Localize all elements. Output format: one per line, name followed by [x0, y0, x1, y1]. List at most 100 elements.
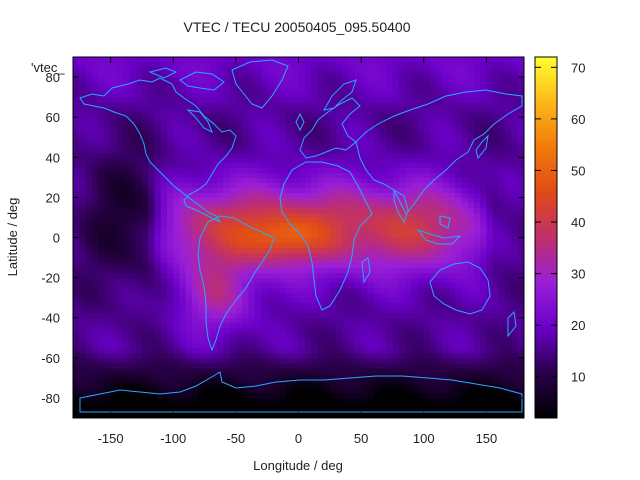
heatmap-cell — [480, 232, 488, 239]
heatmap-cell — [304, 392, 312, 399]
heatmap-cell — [379, 262, 387, 269]
heatmap-cell — [185, 322, 193, 329]
heatmap-cell — [298, 147, 306, 153]
heatmap-cell — [392, 217, 400, 224]
heatmap-cell — [461, 277, 469, 284]
heatmap-cell — [129, 247, 137, 254]
heatmap-cell — [129, 287, 137, 294]
heatmap-cell — [423, 272, 431, 279]
heatmap-cell — [198, 387, 206, 394]
heatmap-cell — [129, 347, 137, 354]
heatmap-cell — [204, 247, 212, 254]
heatmap-cell — [329, 267, 337, 274]
heatmap-cell — [417, 257, 425, 264]
heatmap-cell — [392, 377, 400, 384]
heatmap-cell — [242, 112, 249, 118]
heatmap-cell — [116, 232, 124, 239]
heatmap-cell — [379, 322, 387, 329]
heatmap-cell — [354, 172, 362, 178]
heatmap-cell — [210, 112, 218, 118]
heatmap-cell — [110, 107, 118, 113]
heatmap-cell — [179, 72, 187, 78]
heatmap-cell — [329, 147, 337, 153]
heatmap-cell — [461, 402, 469, 409]
heatmap-cell — [473, 362, 481, 369]
heatmap-cell — [292, 237, 300, 244]
heatmap-cell — [480, 342, 488, 349]
heatmap-cell — [473, 192, 481, 198]
heatmap-cell — [348, 362, 356, 369]
heatmap-cell — [267, 337, 275, 344]
heatmap-cell — [285, 197, 293, 203]
heatmap-cell — [210, 242, 218, 249]
heatmap-cell — [123, 367, 130, 374]
heatmap-cell — [329, 302, 337, 309]
heatmap-cell — [336, 77, 343, 83]
heatmap-cell — [267, 237, 275, 244]
heatmap-cell — [467, 112, 475, 118]
heatmap-cell — [73, 327, 80, 334]
heatmap-cell — [442, 72, 450, 78]
heatmap-cell — [317, 147, 325, 153]
heatmap-cell — [423, 242, 431, 249]
heatmap-cell — [160, 312, 168, 319]
heatmap-cell — [304, 272, 312, 279]
heatmap-cell — [141, 62, 149, 68]
heatmap-cell — [104, 287, 112, 294]
heatmap-cell — [267, 322, 275, 329]
heatmap-cell — [342, 272, 350, 279]
heatmap-cell — [73, 352, 80, 359]
heatmap-cell — [342, 297, 350, 304]
heatmap-cell — [392, 177, 400, 183]
heatmap-cell — [492, 332, 500, 339]
heatmap-cell — [166, 297, 174, 304]
heatmap-cell — [179, 137, 187, 143]
heatmap-cell — [223, 202, 231, 209]
heatmap-cell — [273, 302, 281, 309]
heatmap-cell — [285, 292, 293, 299]
heatmap-cell — [430, 357, 437, 364]
heatmap-cell — [223, 127, 231, 133]
heatmap-cell — [116, 392, 124, 399]
heatmap-cell — [79, 197, 87, 203]
heatmap-cell — [198, 207, 206, 214]
heatmap-cell — [461, 247, 469, 254]
heatmap-cell — [166, 107, 174, 113]
heatmap-cell — [260, 372, 268, 379]
heatmap-cell — [423, 327, 431, 334]
heatmap-cell — [285, 397, 293, 404]
heatmap-cell — [404, 67, 412, 73]
heatmap-cell — [123, 67, 130, 73]
heatmap-cell — [85, 157, 93, 163]
heatmap-cell — [166, 132, 174, 138]
heatmap-cell — [342, 212, 350, 219]
heatmap-cell — [79, 312, 87, 319]
heatmap-cell — [336, 217, 343, 224]
heatmap-cell — [417, 412, 425, 418]
heatmap-cell — [430, 247, 437, 254]
heatmap-cell — [461, 82, 469, 88]
heatmap-cell — [304, 127, 312, 133]
heatmap-cell — [204, 97, 212, 103]
heatmap-cell — [480, 162, 488, 168]
heatmap-cell — [461, 242, 469, 249]
heatmap-cell — [386, 267, 394, 274]
heatmap-cell — [217, 382, 224, 389]
heatmap-cell — [311, 302, 318, 309]
heatmap-cell — [292, 177, 300, 183]
heatmap-cell — [486, 282, 494, 289]
heatmap-cell — [91, 217, 99, 224]
heatmap-cell — [135, 67, 143, 73]
heatmap-cell — [79, 242, 87, 249]
heatmap-cell — [129, 172, 137, 178]
heatmap-cell — [260, 122, 268, 128]
heatmap-cell — [154, 62, 162, 68]
heatmap-cell — [455, 272, 462, 279]
heatmap-cell — [354, 257, 362, 264]
heatmap-cell — [436, 152, 444, 158]
heatmap-cell — [110, 117, 118, 123]
heatmap-cell — [85, 227, 93, 234]
heatmap-cell — [73, 57, 80, 63]
heatmap-cell — [423, 387, 431, 394]
heatmap-cell — [85, 242, 93, 249]
